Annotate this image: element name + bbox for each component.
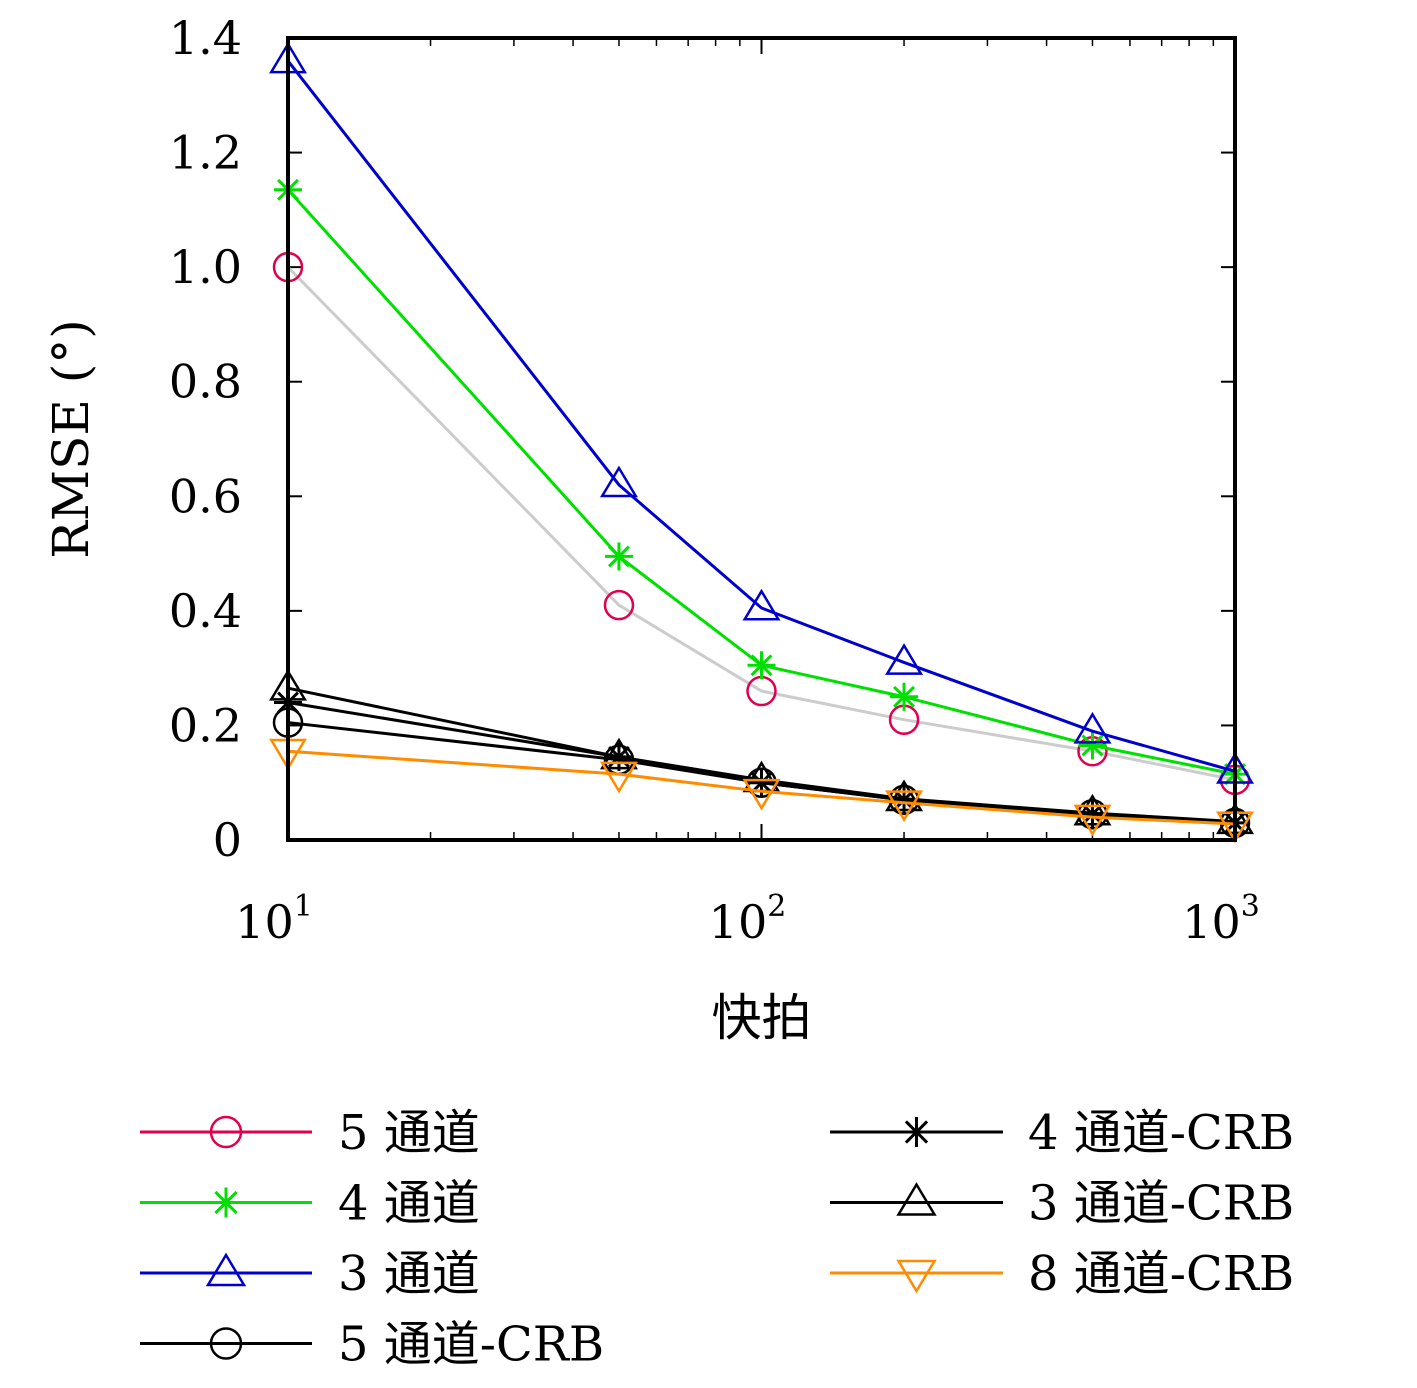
legend: 5 通道 4 通道 3 通道 5 通道-CRB 4 通道-CRB 3 通道-CRB 8 通道… — [140, 1105, 1294, 1373]
plot-frame — [286, 36, 1237, 842]
legend-label: 5 通道-CRB — [338, 1317, 604, 1373]
data-point — [1073, 793, 1112, 826]
y-tick-label: 1.2 — [169, 126, 242, 180]
legend-item: 8 通道-CRB — [830, 1246, 1294, 1302]
data-point — [603, 589, 635, 621]
x-tick-label: 103 — [1182, 889, 1260, 949]
y-tick-label: 1.0 — [169, 240, 242, 294]
data-point — [1073, 804, 1112, 837]
series-line — [286, 266, 1236, 782]
legend-item: 3 通道-CRB — [830, 1176, 1294, 1232]
data-point — [599, 737, 638, 770]
series-layer — [268, 41, 1255, 844]
data-point — [885, 779, 924, 812]
legend-item: 5 通道-CRB — [140, 1317, 604, 1373]
data-point — [205, 1252, 247, 1287]
data-point — [896, 1259, 937, 1294]
data-point — [1073, 711, 1112, 744]
y-tick-label: 1.4 — [169, 11, 242, 65]
series-2 — [274, 175, 1249, 789]
x-tick-base: 10 — [1182, 895, 1241, 949]
x-tick-base: 10 — [709, 895, 768, 949]
legend-label: 8 通道-CRB — [1028, 1246, 1294, 1302]
y-tick-label: 0.8 — [169, 355, 242, 409]
data-point — [599, 465, 638, 498]
data-point — [209, 1327, 243, 1360]
data-point — [896, 1182, 937, 1216]
legend-label: 4 通道 — [338, 1176, 480, 1232]
series-line — [287, 686, 1236, 824]
x-tick-label: 102 — [709, 889, 787, 949]
data-point — [211, 1187, 241, 1218]
x-tick-exponent: 3 — [1241, 889, 1260, 924]
series-line — [286, 188, 1236, 776]
data-point — [885, 643, 924, 675]
y-tick-label: 0 — [213, 813, 242, 867]
data-point — [209, 1115, 243, 1149]
data-point — [599, 761, 638, 794]
data-point — [890, 682, 919, 711]
y-tick-label: 0.6 — [169, 469, 242, 523]
y-tick-label: 0.2 — [169, 698, 242, 752]
x-tick-exponent: 1 — [294, 889, 313, 924]
series-7 — [268, 738, 1255, 844]
legend-item: 4 通道-CRB — [830, 1105, 1294, 1161]
y-tick-label: 0.4 — [169, 584, 242, 638]
series-line — [287, 749, 1236, 826]
data-point — [742, 588, 781, 621]
legend-item: 4 通道 — [140, 1176, 480, 1232]
x-tick-label: 101 — [235, 889, 313, 949]
data-point — [885, 790, 924, 822]
x-tick-exponent: 2 — [767, 889, 786, 924]
legend-item: 5 通道 — [140, 1105, 480, 1161]
series-line — [286, 59, 1236, 773]
data-point — [742, 778, 781, 811]
data-point — [1078, 731, 1107, 760]
legend-item: 3 通道 — [140, 1246, 480, 1302]
legend-label: 3 通道-CRB — [1028, 1176, 1294, 1232]
legend-label: 3 通道 — [338, 1246, 480, 1302]
data-point — [901, 1117, 932, 1147]
data-point — [747, 651, 776, 680]
x-axis-label: 快拍 — [712, 989, 812, 1047]
y-axis-label: RMSE (°) — [42, 319, 100, 559]
legend-label: 4 通道-CRB — [1028, 1105, 1294, 1161]
axis-labels: 快拍 RMSE (°) — [42, 319, 812, 1047]
x-tick-base: 10 — [235, 895, 294, 949]
legend-label: 5 通道 — [338, 1105, 480, 1161]
data-point — [604, 542, 633, 571]
